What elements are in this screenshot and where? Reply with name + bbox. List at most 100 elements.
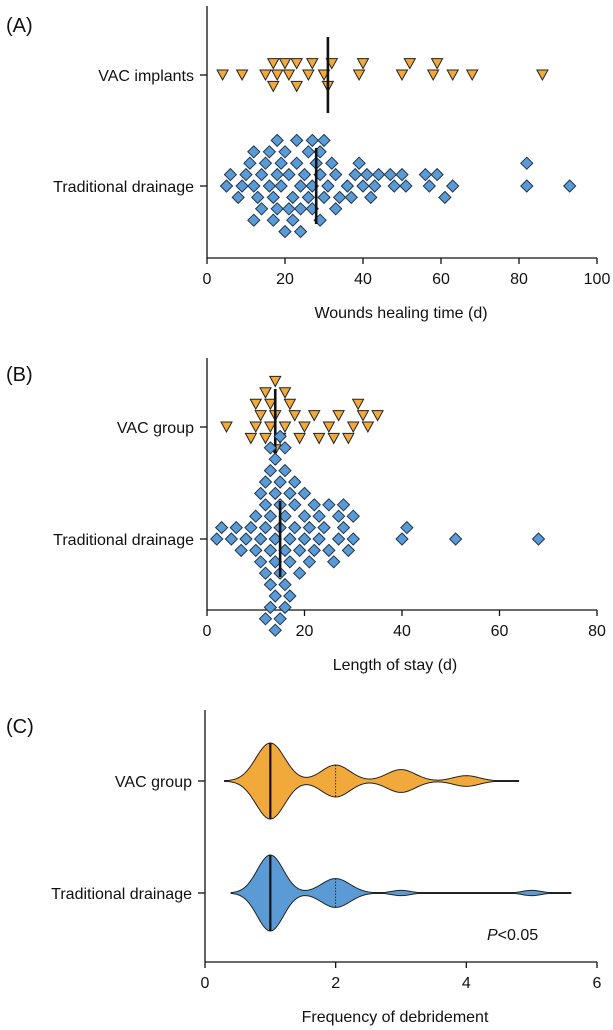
panel-b-point-traditional xyxy=(297,532,312,546)
panel-a-point-vac xyxy=(446,69,460,82)
panel-b-point-traditional xyxy=(278,600,292,615)
panel-b-point-vac xyxy=(371,410,384,422)
panel-a-label: (A) xyxy=(6,15,33,37)
panel-a-point-traditional xyxy=(247,179,261,193)
panel-a-category-0: VAC implants xyxy=(98,68,194,85)
panel-a-point-traditional xyxy=(266,190,281,205)
panel-b-point-traditional xyxy=(283,555,297,569)
panel-b-point-traditional xyxy=(400,520,414,535)
violin-traditional xyxy=(230,854,572,932)
panel-a-x-ticks: 0 20 40 60 80 100 xyxy=(203,258,611,288)
panel-b-point-traditional xyxy=(229,520,243,535)
p-value-threshold: <0.05 xyxy=(498,927,539,944)
panel-b-point-vac xyxy=(249,398,263,411)
panel-b-point-traditional xyxy=(214,520,229,535)
panel-a-point-traditional xyxy=(562,179,577,193)
panel-a-point-traditional xyxy=(395,167,409,182)
panel-b-point-traditional xyxy=(234,543,248,558)
panel-b-point-traditional xyxy=(258,498,273,512)
panel-a-point-traditional xyxy=(239,167,253,182)
panel-a-point-vac xyxy=(290,80,304,93)
panel-a-point-traditional xyxy=(301,190,316,205)
panel-a-xtick-label: 20 xyxy=(276,271,294,288)
panel-a-point-traditional xyxy=(520,156,534,170)
panel-b-point-traditional xyxy=(268,452,282,466)
panel-a-point-traditional xyxy=(348,167,362,182)
panel-a-point-traditional xyxy=(278,145,292,159)
panel-a-point-traditional xyxy=(520,179,534,193)
panel-b-point-vac xyxy=(259,387,272,399)
panel-a-point-traditional xyxy=(289,156,304,170)
panel-b-point-vac xyxy=(361,421,375,434)
panel-a-point-vac xyxy=(290,58,304,70)
panel-a-point-traditional xyxy=(438,190,452,205)
panel-b-point-vac xyxy=(298,421,311,434)
panel-a-point-traditional xyxy=(317,133,331,148)
panel-b-point-traditional xyxy=(273,429,287,444)
panel-a-point-traditional xyxy=(344,190,359,205)
panel-b-point-traditional xyxy=(312,509,326,523)
panel-a-point-vac xyxy=(302,69,315,82)
panel-a-point-vac xyxy=(536,69,549,82)
violin-vac xyxy=(224,742,520,820)
panel-a-point-vac xyxy=(352,69,366,82)
panel-a-point-traditional xyxy=(293,224,308,239)
panel-a-point-traditional xyxy=(247,213,261,227)
panel-a-point-traditional xyxy=(282,202,296,216)
panel-a-point-traditional xyxy=(325,156,339,170)
panel-b-point-traditional xyxy=(302,520,317,535)
panel-b-point-traditional xyxy=(322,498,336,512)
panel-b-point-traditional xyxy=(288,498,302,512)
panel-b-point-vac xyxy=(283,398,297,411)
panel-a-point-traditional xyxy=(293,179,308,193)
panel-b: (B) VAC group Traditional drainage 0 20 40… xyxy=(6,358,606,674)
panel-a-point-traditional xyxy=(317,190,331,205)
panel-c-label: (C) xyxy=(6,716,34,738)
panel-a-point-traditional xyxy=(371,167,386,182)
panel-b-point-traditional xyxy=(336,498,351,512)
panel-a-point-traditional xyxy=(282,167,296,182)
panel-a-point-traditional xyxy=(231,190,245,205)
panel-a-xtick-label: 60 xyxy=(432,271,450,288)
panel-a-point-vac xyxy=(426,69,440,82)
panel-a-point-vac xyxy=(305,58,319,70)
panel-b-point-vac xyxy=(307,410,321,422)
panel-b-point-vac xyxy=(288,410,302,422)
panel-b-point-traditional xyxy=(253,532,268,546)
panel-a-xtick-label: 100 xyxy=(584,271,611,288)
panel-a-point-traditional xyxy=(262,179,277,193)
panel-b-point-traditional xyxy=(263,463,278,478)
panel-b-point-traditional xyxy=(263,577,278,592)
panel-a-point-traditional xyxy=(262,145,277,159)
panel-b-point-traditional xyxy=(278,577,292,592)
panel-b-point-traditional xyxy=(239,532,253,546)
panel-a-point-traditional xyxy=(266,213,281,227)
panel-b-point-traditional xyxy=(531,532,546,546)
panel-a-point-traditional xyxy=(286,190,300,205)
panel-b-point-traditional xyxy=(253,486,268,501)
panel-a-point-traditional xyxy=(258,156,273,170)
panel-b-xtick-label: 40 xyxy=(393,623,411,640)
panel-a-point-traditional xyxy=(289,133,304,148)
panel-a-point-traditional xyxy=(270,202,284,216)
panel-b-point-traditional xyxy=(395,532,409,546)
panel-b-point-traditional xyxy=(268,589,282,603)
panel-b-xtick-label: 20 xyxy=(296,623,314,640)
panel-b-point-traditional xyxy=(258,612,273,626)
panel-c-xtick-label: 6 xyxy=(593,975,602,992)
panel-a-point-traditional xyxy=(223,167,238,182)
panel-b-point-traditional xyxy=(263,509,278,523)
panel-b-points xyxy=(210,375,546,637)
panel-b-point-traditional xyxy=(292,566,307,580)
panel-b-point-traditional xyxy=(322,543,336,558)
panel-a-point-traditional xyxy=(383,167,398,182)
panel-a-point-vac xyxy=(356,58,370,70)
panel-b-point-traditional xyxy=(273,612,287,626)
panel-b-point-traditional xyxy=(341,543,356,558)
panel-a-point-traditional xyxy=(399,179,413,193)
panel-a-point-traditional xyxy=(243,156,257,170)
panel-a-point-vac xyxy=(270,69,284,82)
panel-b-point-traditional xyxy=(268,486,282,501)
